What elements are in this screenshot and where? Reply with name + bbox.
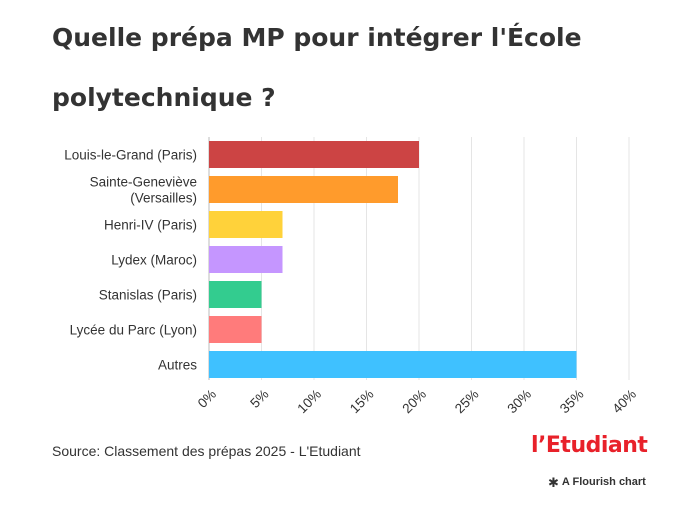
- category-label: Henri-IV (Paris): [104, 218, 197, 233]
- x-tick-label: 0%: [195, 387, 219, 411]
- bar[interactable]: [209, 351, 577, 378]
- chart-title: Quelle prépa MP pour intégrer l'École po…: [52, 23, 582, 112]
- category-label: Stanislas (Paris): [99, 288, 197, 303]
- category-label: Autres: [158, 358, 197, 373]
- bar[interactable]: [209, 211, 283, 238]
- category-label: Lycée du Parc (Lyon): [70, 323, 197, 338]
- flourish-asterisk-icon: ✱: [548, 474, 559, 490]
- bar[interactable]: [209, 316, 262, 343]
- source-note: Source: Classement des prépas 2025 - L'E…: [52, 443, 361, 459]
- x-tick-label: 25%: [452, 387, 482, 417]
- x-tick-label: 40%: [609, 387, 639, 417]
- category-label: Lydex (Maroc): [111, 253, 197, 268]
- flourish-credit-link[interactable]: ✱ A Flourish chart: [548, 474, 646, 490]
- letudiant-logo[interactable]: l’Etudiant: [531, 433, 648, 458]
- bar[interactable]: [209, 176, 398, 203]
- x-tick-label: 15%: [347, 387, 377, 417]
- bar[interactable]: [209, 281, 262, 308]
- x-tick-label: 5%: [247, 387, 271, 411]
- bar[interactable]: [209, 246, 283, 273]
- category-label: Sainte-Geneviève (Versailles): [90, 175, 197, 206]
- x-tick-label: 20%: [399, 387, 429, 417]
- x-tick-label: 30%: [504, 387, 534, 417]
- flourish-credit-text: A Flourish chart: [561, 476, 646, 488]
- x-tick-label: 10%: [294, 387, 324, 417]
- x-tick-label: 35%: [557, 387, 587, 417]
- bar[interactable]: [209, 141, 419, 168]
- category-label: Louis-le-Grand (Paris): [64, 148, 197, 163]
